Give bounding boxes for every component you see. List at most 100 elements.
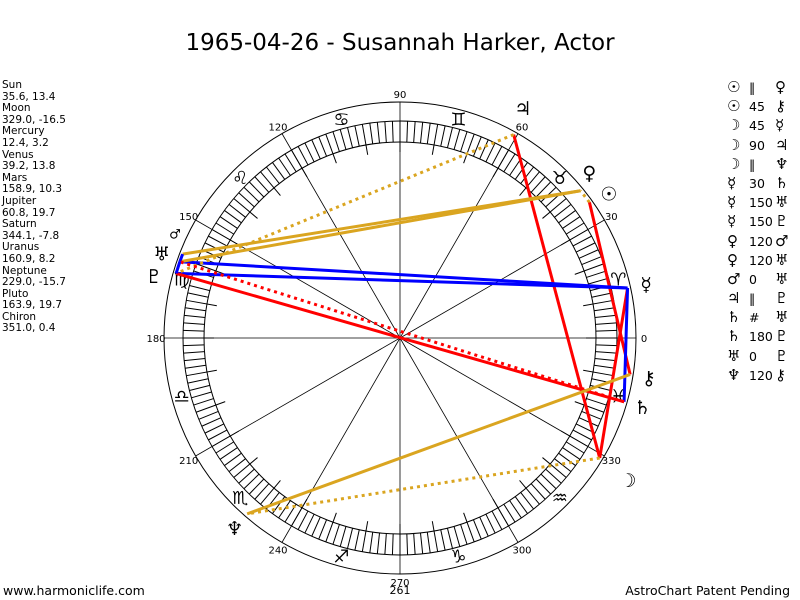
degree-tick: [325, 512, 337, 543]
aspect-row: ☽ ‖ ♆: [727, 155, 799, 174]
degree-tick: [419, 122, 424, 144]
degree-tick: [228, 204, 246, 218]
mars-icon: ♂: [169, 227, 181, 242]
degree-tick: [562, 216, 581, 229]
pluto-icon: ♇: [145, 266, 162, 288]
degree-tick: [369, 123, 374, 144]
aspect-label: 120: [749, 233, 773, 249]
degree-tick: [406, 533, 409, 555]
aspect-list: ☉ ‖ ♀ ☉ 45 ⚷ ☽ 45 ☿ ☽ 90 ♃ ☽ ‖ ♆ ☿ 30 ♄ ☿ 150 ♅ ☿ 150 ♇ ♀ 120 ♂ ♀ 12…: [727, 78, 799, 385]
planet-name: Chiron: [2, 310, 37, 323]
uranus-glyph-icon: ♅: [775, 308, 789, 327]
sun-glyph-icon: ☉: [727, 78, 741, 96]
degree-tick: [243, 473, 260, 490]
planet-coords: 160.9, 8.2: [2, 252, 56, 265]
pluto-glyph-icon: ♇: [775, 289, 789, 308]
aspect-label: ‖: [749, 156, 756, 172]
degree-tick: [195, 263, 226, 275]
planet-name: Pluto: [2, 287, 29, 300]
bottom-value-label: 261: [390, 584, 411, 597]
degree-tick: [581, 410, 602, 420]
aspect-line-mars-uranus: [178, 253, 185, 263]
degree-tick: [460, 524, 468, 545]
zodiac-sign-icon: ♊: [450, 110, 466, 131]
degree-tick: [542, 198, 567, 219]
degree-tick: [183, 344, 205, 347]
degree-tick: [376, 532, 381, 554]
degree-tick: [453, 129, 461, 150]
degree-tick: [520, 492, 534, 510]
degree-tick: [413, 121, 416, 143]
degree-tick: [479, 516, 489, 537]
saturn-glyph-icon: ♄: [727, 327, 741, 346]
website-link[interactable]: www.harmoniclife.com: [3, 583, 145, 598]
degree-tick: [272, 162, 286, 180]
zodiac-sign-icon: ♐: [333, 546, 349, 567]
degree-tick: [332, 131, 340, 152]
jupiter-glyph-icon: ♃: [775, 135, 789, 154]
degree-tick: [191, 391, 212, 399]
aspect-label: 0: [749, 348, 757, 364]
degree-tick: [572, 235, 592, 247]
jupiter-glyph-icon: ♃: [727, 289, 741, 308]
degree-label: 0: [641, 334, 647, 345]
degree-tick: [426, 532, 431, 553]
moon-glyph-icon: ☽: [727, 135, 741, 154]
degree-tick: [463, 133, 475, 164]
zodiac-sign-icon: ♏: [232, 488, 248, 509]
degree-tick: [413, 533, 416, 555]
degree-tick: [189, 384, 210, 391]
moon-glyph-icon: ☽: [727, 116, 741, 135]
aspect-line-jupiter-pluto: [175, 133, 515, 275]
planet-coords: 39.2, 13.8: [2, 160, 56, 173]
aspect-row: ♂ 0 ♅: [727, 270, 799, 289]
aspect-row: ☿ 150 ♅: [727, 193, 799, 212]
degree-tick: [354, 125, 360, 147]
planet-positions-list: Sun 35.6, 13.4 Moon 329.0, -16.5 Mercury 12.4…: [2, 79, 66, 335]
degree-tick: [535, 181, 552, 198]
degree-tick: [588, 277, 609, 285]
degree-tick: [558, 452, 576, 466]
neptune-icon: ♆: [226, 518, 243, 540]
venus-glyph-icon: ♀: [727, 231, 738, 250]
aspect-row: ♆ 120 ⚷: [727, 366, 799, 385]
degree-tick: [485, 513, 496, 534]
degree-label: 90: [394, 90, 407, 101]
zodiac-sign-icon: ♎: [174, 386, 190, 407]
degree-tick: [558, 210, 576, 224]
degree-tick: [431, 124, 439, 155]
mars-glyph-icon: ♂: [775, 231, 789, 250]
degree-tick: [565, 222, 585, 235]
aspect-label: 30: [749, 175, 765, 191]
venus-glyph-icon: ♀: [775, 78, 786, 96]
planet-name: Uranus: [2, 241, 40, 254]
aspect-line-uranus-pluto: [174, 261, 182, 274]
degree-tick: [248, 478, 265, 495]
degree-tick: [238, 468, 255, 484]
degree-tick: [185, 307, 206, 312]
zodiac-sign-icon: ♈: [610, 270, 626, 291]
degree-tick: [193, 398, 214, 406]
zodiac-sign-icon: ♑: [450, 546, 466, 567]
degree-tick: [540, 473, 557, 490]
planet-name: Jupiter: [2, 194, 37, 207]
degree-tick: [260, 171, 281, 196]
degree-tick: [530, 483, 546, 500]
aspect-line-saturn-uranus: [179, 260, 625, 404]
degree-tick: [304, 513, 315, 534]
planet-coords: 35.6, 13.4: [2, 90, 56, 103]
degree-tick: [554, 204, 572, 218]
degree-tick: [509, 500, 522, 519]
degree-tick: [347, 528, 354, 549]
degree-tick: [472, 519, 482, 540]
chiron-glyph-icon: ⚷: [775, 97, 786, 116]
degree-tick: [391, 121, 394, 143]
degree-tick: [183, 329, 205, 332]
degree-tick: [195, 401, 226, 413]
degree-tick: [260, 480, 281, 505]
degree-tick: [347, 127, 354, 148]
degree-tick: [479, 139, 489, 160]
planet-name: Mercury: [2, 125, 45, 138]
degree-tick: [594, 314, 616, 319]
venus-icon: ♀: [582, 163, 596, 185]
